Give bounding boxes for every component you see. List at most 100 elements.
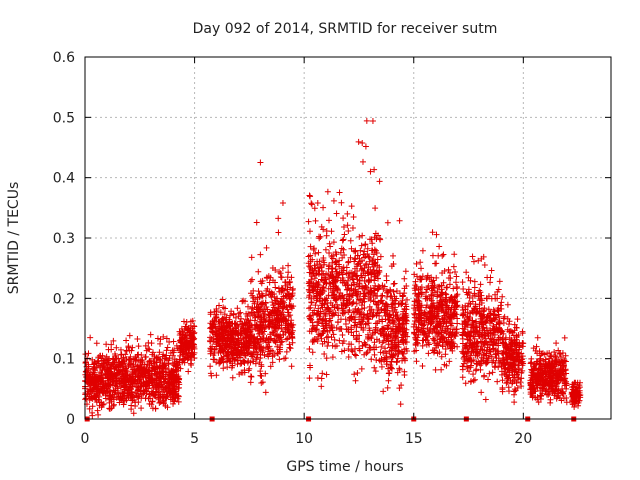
data-point bbox=[352, 248, 359, 255]
data-point bbox=[414, 326, 421, 333]
data-point bbox=[286, 330, 293, 337]
data-point bbox=[429, 303, 436, 310]
data-point bbox=[247, 336, 254, 343]
data-point bbox=[279, 303, 286, 310]
data-point bbox=[110, 337, 117, 344]
data-point bbox=[400, 315, 407, 322]
data-point bbox=[172, 375, 179, 382]
data-point bbox=[389, 305, 396, 312]
data-point bbox=[367, 345, 374, 352]
data-point bbox=[463, 269, 470, 276]
data-point bbox=[548, 353, 555, 360]
data-point bbox=[207, 311, 214, 318]
data-point bbox=[446, 314, 453, 321]
data-point bbox=[93, 390, 100, 397]
data-point bbox=[247, 379, 254, 386]
data-point bbox=[417, 276, 424, 283]
data-point bbox=[401, 357, 408, 364]
data-point bbox=[129, 397, 136, 404]
data-point bbox=[544, 350, 551, 357]
data-point bbox=[231, 324, 238, 331]
data-point bbox=[332, 265, 339, 272]
data-point bbox=[146, 359, 153, 366]
data-point bbox=[563, 399, 570, 406]
data-point bbox=[263, 344, 270, 351]
data-point bbox=[177, 365, 184, 372]
data-point bbox=[450, 285, 457, 292]
data-point bbox=[489, 359, 496, 366]
data-point bbox=[465, 333, 472, 340]
data-point bbox=[242, 344, 249, 351]
data-point bbox=[438, 366, 445, 373]
data-point bbox=[135, 343, 142, 350]
data-point bbox=[542, 388, 549, 395]
data-point bbox=[314, 318, 321, 325]
data-point bbox=[170, 400, 177, 407]
data-point bbox=[346, 287, 353, 294]
data-point bbox=[317, 308, 324, 315]
data-point bbox=[332, 259, 339, 266]
data-point bbox=[350, 292, 357, 299]
data-point bbox=[477, 281, 484, 288]
data-point bbox=[190, 323, 197, 330]
data-point bbox=[431, 289, 438, 296]
data-point bbox=[471, 284, 478, 291]
data-point bbox=[549, 365, 556, 372]
data-point bbox=[167, 373, 174, 380]
data-point bbox=[216, 343, 223, 350]
data-point bbox=[425, 350, 432, 357]
data-point bbox=[306, 362, 313, 369]
data-point bbox=[155, 381, 162, 388]
data-point bbox=[330, 287, 337, 294]
data-point bbox=[492, 314, 499, 321]
data-point bbox=[356, 283, 363, 290]
data-point bbox=[481, 341, 488, 348]
data-point bbox=[374, 320, 381, 327]
data-point bbox=[108, 365, 115, 372]
data-point bbox=[465, 286, 472, 293]
data-point bbox=[394, 350, 401, 357]
data-point bbox=[499, 388, 506, 395]
data-point bbox=[219, 296, 226, 303]
data-point bbox=[160, 398, 167, 405]
data-point bbox=[92, 379, 99, 386]
data-point bbox=[372, 328, 379, 335]
data-point bbox=[359, 139, 366, 146]
data-point bbox=[109, 382, 116, 389]
data-point bbox=[256, 293, 263, 300]
data-point bbox=[179, 359, 186, 366]
data-point bbox=[414, 334, 421, 341]
data-point bbox=[390, 252, 397, 259]
data-point bbox=[512, 387, 519, 394]
data-point bbox=[138, 405, 145, 412]
data-point bbox=[335, 261, 342, 268]
data-point bbox=[94, 407, 101, 414]
data-point bbox=[371, 351, 378, 358]
data-point bbox=[344, 286, 351, 293]
data-point bbox=[399, 297, 406, 304]
data-point bbox=[420, 331, 427, 338]
data-point bbox=[390, 352, 397, 359]
data-point bbox=[403, 326, 410, 333]
data-point bbox=[571, 403, 578, 410]
data-point bbox=[393, 288, 400, 295]
data-point bbox=[110, 387, 117, 394]
data-point bbox=[306, 228, 313, 235]
data-point bbox=[486, 310, 493, 317]
data-point bbox=[310, 293, 317, 300]
data-point bbox=[533, 343, 540, 350]
data-point bbox=[179, 331, 186, 338]
data-point bbox=[476, 327, 483, 334]
data-point bbox=[226, 328, 233, 335]
data-point bbox=[230, 311, 237, 318]
data-point bbox=[442, 290, 449, 297]
data-point bbox=[555, 387, 562, 394]
data-point bbox=[105, 362, 112, 369]
data-point bbox=[277, 332, 284, 339]
data-point bbox=[259, 277, 266, 284]
data-point bbox=[515, 376, 522, 383]
data-point bbox=[343, 297, 350, 304]
data-point bbox=[127, 353, 134, 360]
data-point bbox=[505, 388, 512, 395]
data-point bbox=[507, 352, 514, 359]
